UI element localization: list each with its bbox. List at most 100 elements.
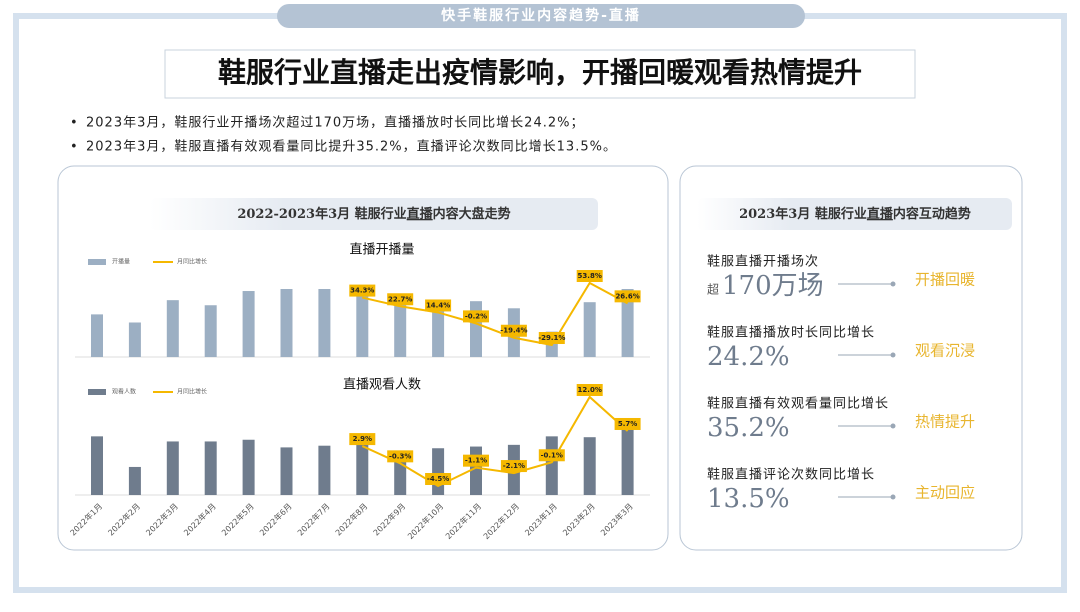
label-box: [387, 450, 414, 463]
label-box: [387, 293, 414, 306]
item-tag: 观看沉浸: [915, 342, 975, 360]
chart-title: 直播观看人数: [343, 377, 421, 393]
bar: [318, 445, 331, 495]
title: 鞋服行业直播走出疫情影响，开播回暖观看热情提升: [218, 56, 862, 89]
label-box: [349, 284, 376, 297]
legend-swatch: [88, 259, 106, 265]
bar: [242, 439, 255, 495]
header-tab: [277, 4, 805, 28]
label-box: [463, 454, 489, 467]
label-box: [425, 473, 452, 485]
title-part: 内容大盘走势: [433, 206, 511, 222]
data-label: 22.7%: [388, 295, 412, 303]
label-box: [500, 460, 527, 473]
label-box: [425, 299, 452, 312]
label-box: [614, 290, 641, 303]
legend-label: 开播量: [112, 258, 130, 266]
line: [361, 395, 629, 488]
item-tag: 开播回暖: [915, 271, 975, 289]
bar: [432, 304, 445, 357]
item-value: 35.2%: [707, 413, 790, 443]
data-label: 34.3%: [350, 287, 374, 295]
data-label: -0.2%: [465, 312, 487, 320]
bar: [91, 436, 103, 495]
bar: [91, 314, 103, 357]
bar: [318, 289, 331, 357]
right-panel: [679, 165, 1023, 551]
legend-swatch: [88, 389, 106, 395]
data-label: -0.1%: [541, 451, 563, 459]
label-box: [538, 332, 565, 344]
panel-title-bg: [697, 198, 1012, 230]
title-part: 内容互动趋势: [893, 206, 971, 222]
legend-label: 月同比增长: [177, 388, 207, 396]
bar: [583, 302, 596, 357]
data-label: -29.1%: [538, 334, 565, 342]
bar: [545, 436, 558, 495]
item-prefix: 超: [707, 282, 719, 297]
label-box: [576, 384, 603, 396]
line: [362, 281, 629, 347]
bar: [394, 452, 407, 495]
bar: [621, 289, 634, 357]
title-part: 2022-2023年3月 鞋服行业: [237, 206, 406, 222]
data-label: -0.3%: [389, 452, 411, 460]
bullet: 2023年3月，鞋服直播有效观看量同比提升35.2%，直播评论次数同比增长13.…: [86, 139, 617, 155]
connector-dot: [890, 423, 896, 429]
title-box: [164, 49, 916, 99]
data-label: -4.5%: [427, 475, 449, 483]
data-label: 14.4%: [426, 301, 450, 309]
item-value: 13.5%: [707, 484, 790, 514]
bar: [204, 441, 217, 495]
item-value: 24.2%: [707, 342, 790, 372]
bar: [394, 294, 407, 357]
data-label: 53.8%: [578, 272, 602, 280]
label-box: [349, 433, 376, 446]
item-label: 鞋服直播评论次数同比增长: [707, 467, 875, 483]
bar: [432, 448, 445, 495]
title-part: 直播: [407, 206, 434, 222]
item-label: 鞋服直播开播场次: [707, 254, 819, 270]
label-box: [576, 270, 603, 282]
bar: [280, 447, 293, 495]
bullet-dot: •: [70, 116, 78, 131]
bar: [128, 466, 141, 495]
panel-title: 2022-2023年3月 鞋服行业直播内容大盘走势: [237, 206, 510, 222]
bar: [128, 322, 141, 357]
label-box: [500, 324, 527, 337]
connector-dot: [890, 494, 896, 500]
data-label: 5.7%: [618, 420, 637, 428]
bar: [204, 305, 217, 357]
bar: [356, 439, 369, 495]
item-value: 170万场: [722, 271, 824, 301]
connector-dot: [890, 352, 896, 358]
chart-title: 直播开播量: [349, 243, 414, 258]
legend-label: 观看人数: [112, 388, 136, 396]
panel-title-bg: [150, 198, 598, 230]
data-label: -2.1%: [503, 462, 525, 470]
bar: [166, 300, 179, 357]
label-box: [463, 310, 489, 323]
legend-label: 月同比增长: [177, 258, 207, 266]
data-label: -1.1%: [465, 457, 487, 465]
item-tag: 热情提升: [915, 413, 975, 431]
data-label: 12.0%: [578, 386, 602, 394]
connector-dot: [890, 281, 896, 287]
label-box: [614, 417, 641, 430]
bar: [242, 291, 255, 357]
bar: [470, 301, 482, 357]
item-label: 鞋服直播播放时长同比增长: [707, 325, 875, 341]
item-tag: 主动回应: [915, 484, 975, 502]
panel-title: 2023年3月 鞋服行业直播内容互动趋势: [739, 206, 971, 222]
bar: [356, 289, 369, 357]
title-part: 直播: [867, 206, 894, 222]
label-box: [538, 449, 565, 462]
bar: [621, 427, 634, 495]
header-tag: 快手鞋服行业内容趋势-直播: [441, 7, 641, 24]
data-label: 26.6%: [615, 292, 639, 300]
bar: [166, 441, 179, 495]
bar: [583, 437, 596, 495]
data-label: -19.4%: [500, 327, 527, 335]
